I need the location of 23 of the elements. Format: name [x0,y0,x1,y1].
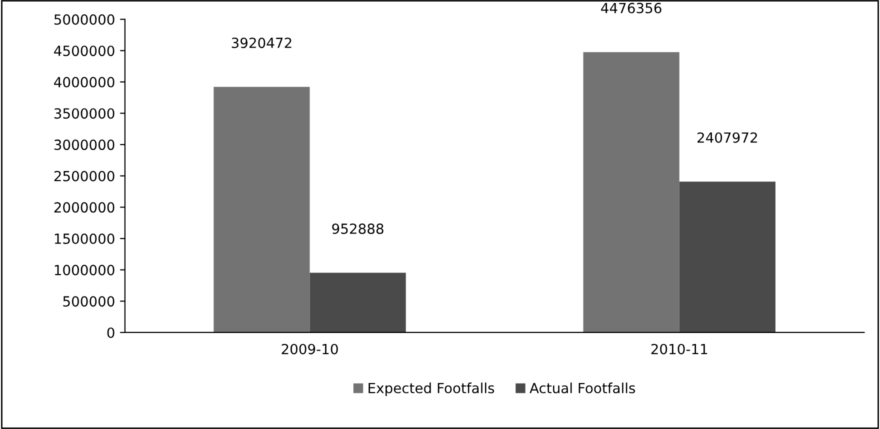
data-label: 4476356 [601,2,662,14]
legend-label: Expected Footfalls [368,382,494,396]
bar [310,272,406,332]
y-tick-label: 4000000 [54,76,114,88]
bar [583,52,680,332]
y-tick-label: 2500000 [54,170,114,182]
legend-label: Actual Footfalls [530,382,636,394]
y-tick-label: 3000000 [54,140,114,150]
data-label: 952888 [332,223,384,234]
y-tick-label: 3500000 [54,108,114,119]
y-tick-label: 2000000 [54,202,114,213]
y-tick-label: 1000000 [54,264,114,276]
x-tick-label: 2009-10 [282,344,338,354]
y-tick-label: 5000000 [54,14,114,25]
y-tick-label: 1500000 [54,233,114,244]
x-tick-label: 2010-11 [651,344,708,354]
bar [214,86,310,332]
y-tick-label: 4500000 [54,46,114,56]
y-tick-label: 500000 [63,296,114,307]
data-label: 2407972 [697,132,757,143]
y-tick-label: 0 [107,327,114,338]
bar [679,182,776,332]
data-label: 3920472 [232,38,292,48]
